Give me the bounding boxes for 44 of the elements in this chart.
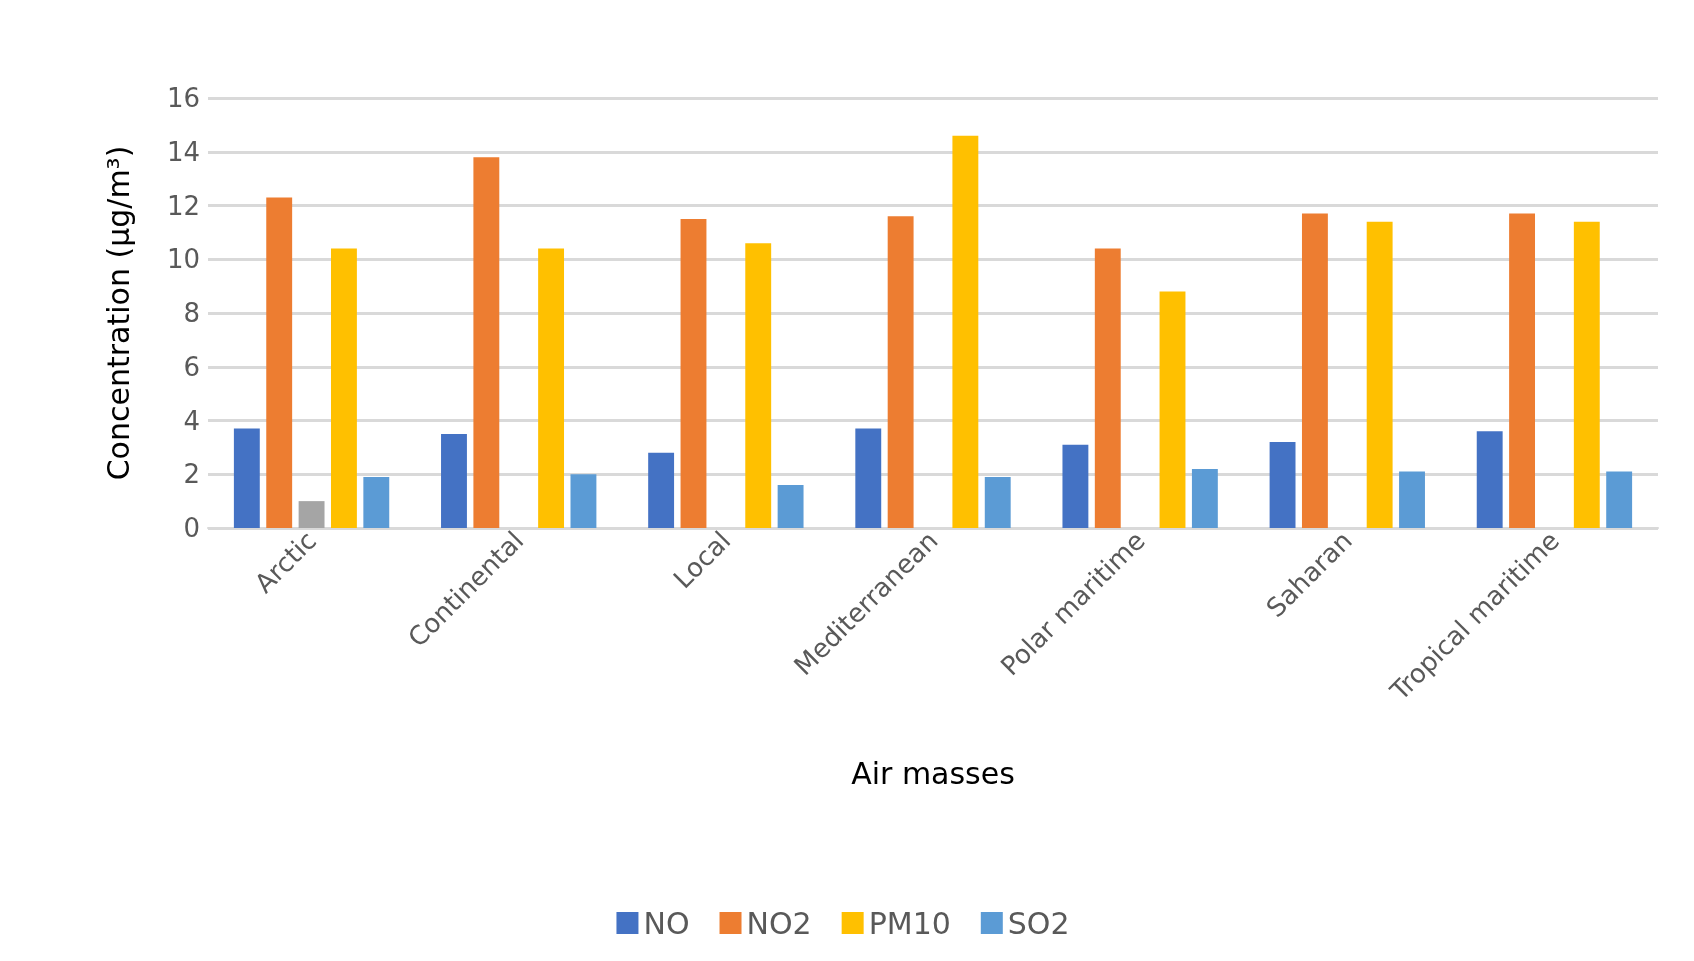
y-tick-label: 0	[183, 513, 200, 543]
bar	[1399, 471, 1425, 528]
y-tick-label: 10	[166, 244, 200, 275]
bar	[777, 485, 804, 528]
bar	[1094, 248, 1121, 528]
bar	[266, 197, 293, 528]
bar	[1062, 444, 1089, 528]
bar	[298, 501, 325, 528]
y-tick-label: 4	[183, 405, 200, 436]
bar	[330, 248, 357, 528]
y-tick-label: 12	[166, 190, 200, 221]
bar	[538, 248, 565, 528]
bar	[570, 474, 597, 528]
bar	[363, 476, 390, 528]
y-tick-label: 16	[166, 83, 200, 113]
bar	[1191, 468, 1218, 528]
bar	[1573, 221, 1600, 528]
y-tick-label: 8	[183, 298, 200, 328]
bar	[855, 428, 882, 528]
bar	[984, 476, 1011, 528]
legend-label: PM10	[868, 905, 951, 941]
bar	[680, 218, 707, 528]
bar	[1366, 221, 1393, 528]
bar	[887, 216, 914, 528]
bar	[233, 428, 260, 528]
y-axis-title: Concentration (µg/m³)	[100, 145, 136, 481]
bar	[1269, 442, 1296, 528]
legend-label: NO2	[746, 905, 812, 941]
bar	[1476, 431, 1503, 528]
y-tick-label: 2	[183, 459, 200, 490]
bar	[1606, 471, 1633, 528]
legend-label: NO	[643, 905, 690, 941]
legend-label: SO2	[1007, 905, 1070, 941]
bar	[1301, 213, 1328, 528]
bar	[648, 452, 675, 528]
bar	[441, 433, 467, 528]
bar	[1509, 213, 1536, 528]
bar	[745, 243, 772, 528]
x-axis-title: Air masses	[851, 755, 1015, 791]
bar	[473, 157, 500, 528]
bar	[1159, 291, 1186, 528]
bar	[952, 135, 979, 528]
y-tick-label: 6	[183, 351, 200, 382]
y-tick-label: 14	[166, 136, 200, 167]
